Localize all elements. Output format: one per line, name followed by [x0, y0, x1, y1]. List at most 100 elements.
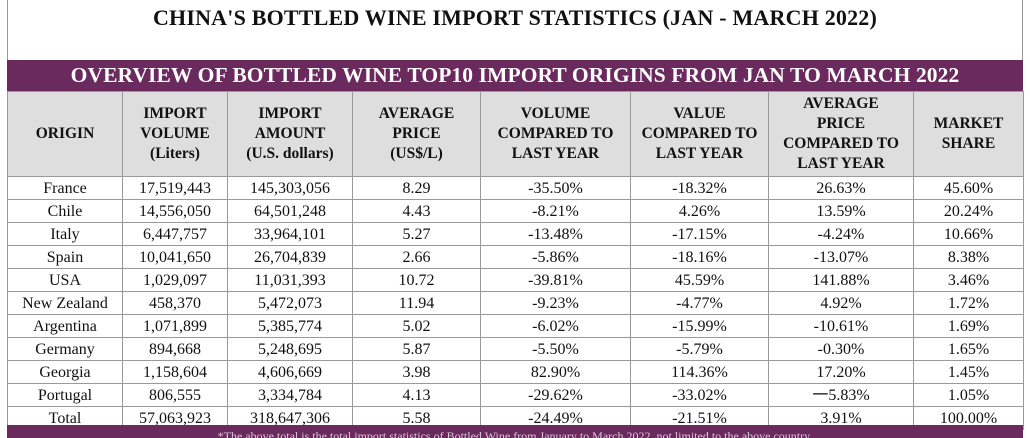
cell-import-amount: 11,031,393 [227, 268, 353, 292]
table-row: Germany 894,668 5,248,695 5.87 -5.50% -5… [7, 337, 1024, 361]
column-header-origin: ORIGIN [7, 91, 123, 177]
cell-import-volume: 894,668 [122, 337, 228, 361]
cell-average-price: 8.29 [352, 176, 481, 200]
table-row: USA 1,029,097 11,031,393 10.72 -39.81% 4… [7, 268, 1024, 292]
cell-value-change: 4.26% [630, 199, 769, 223]
cell-volume-change: -29.62% [480, 383, 631, 407]
cell-average-price: 5.27 [352, 222, 481, 246]
column-header-import-volume: IMPORT VOLUME (Liters) [122, 91, 228, 177]
cell-origin: Portugal [7, 383, 123, 407]
column-header-price-change: AVERAGE PRICE COMPARED TO LAST YEAR [768, 91, 914, 177]
cell-volume-change: -6.02% [480, 314, 631, 338]
cell-market-share: 3.46% [913, 268, 1024, 292]
cell-origin: Germany [7, 337, 123, 361]
cell-import-volume: 17,519,443 [122, 176, 228, 200]
section-banner: OVERVIEW OF BOTTLED WINE TOP10 IMPORT OR… [7, 60, 1023, 91]
cell-origin: Chile [7, 199, 123, 223]
cell-value-change: -5.79% [630, 337, 769, 361]
cell-import-volume: 1,029,097 [122, 268, 228, 292]
cell-origin: New Zealand [7, 291, 123, 315]
cell-import-amount: 26,704,839 [227, 245, 353, 269]
cell-average-price: 10.72 [352, 268, 481, 292]
column-header-volume-change: VOLUME COMPARED TO LAST YEAR [480, 91, 631, 177]
cell-price-change: 17.20% [768, 360, 914, 384]
cell-import-volume: 458,370 [122, 291, 228, 315]
cell-import-amount: 64,501,248 [227, 199, 353, 223]
cell-import-amount: 4,606,669 [227, 360, 353, 384]
cell-value-change: -4.77% [630, 291, 769, 315]
cell-import-volume: 14,556,050 [122, 199, 228, 223]
cell-import-amount: 33,964,101 [227, 222, 353, 246]
cell-price-change: 141.88% [768, 268, 914, 292]
cell-origin: Spain [7, 245, 123, 269]
cell-price-change: -4.24% [768, 222, 914, 246]
cell-price-change: -13.07% [768, 245, 914, 269]
cell-value-change: 45.59% [630, 268, 769, 292]
cell-origin: Georgia [7, 360, 123, 384]
cell-volume-change: -13.48% [480, 222, 631, 246]
cell-market-share: 45.60% [913, 176, 1024, 200]
cell-volume-change: -35.50% [480, 176, 631, 200]
cell-value-change: -33.02% [630, 383, 769, 407]
cell-origin: France [7, 176, 123, 200]
cell-price-change: 一5.83% [768, 383, 914, 407]
column-header-average-price: AVERAGE PRICE (US$/L) [352, 91, 481, 177]
cell-market-share: 10.66% [913, 222, 1024, 246]
cell-import-amount: 5,472,073 [227, 291, 353, 315]
table-row: Italy 6,447,757 33,964,101 5.27 -13.48% … [7, 222, 1024, 246]
cell-value-change: -18.32% [630, 176, 769, 200]
cell-origin: Argentina [7, 314, 123, 338]
table-row: Georgia 1,158,604 4,606,669 3.98 82.90% … [7, 360, 1024, 384]
cell-market-share: 1.72% [913, 291, 1024, 315]
cell-average-price: 5.02 [352, 314, 481, 338]
cell-market-share: 20.24% [913, 199, 1024, 223]
cell-market-share: 1.45% [913, 360, 1024, 384]
cell-origin: Italy [7, 222, 123, 246]
table-row: Argentina 1,071,899 5,385,774 5.02 -6.02… [7, 314, 1024, 338]
cell-value-change: 114.36% [630, 360, 769, 384]
table-row: Chile 14,556,050 64,501,248 4.43 -8.21% … [7, 199, 1024, 223]
cell-value-change: -17.15% [630, 222, 769, 246]
cell-import-amount: 145,303,056 [227, 176, 353, 200]
cell-price-change: -0.30% [768, 337, 914, 361]
cell-average-price: 4.43 [352, 199, 481, 223]
cell-market-share: 8.38% [913, 245, 1024, 269]
column-header-import-amount: IMPORT AMOUNT (U.S. dollars) [227, 91, 353, 177]
cell-import-amount: 5,248,695 [227, 337, 353, 361]
cell-value-change: -15.99% [630, 314, 769, 338]
footnote: *The above total is the total import sta… [7, 425, 1023, 438]
page-title: CHINA'S BOTTLED WINE IMPORT STATISTICS (… [152, 5, 878, 30]
cell-average-price: 11.94 [352, 291, 481, 315]
cell-import-volume: 806,555 [122, 383, 228, 407]
cell-import-amount: 3,334,784 [227, 383, 353, 407]
cell-price-change: 13.59% [768, 199, 914, 223]
import-statistics-table: ORIGIN IMPORT VOLUME (Liters) IMPORT AMOUNT… [7, 91, 1024, 430]
cell-price-change: -10.61% [768, 314, 914, 338]
cell-market-share: 1.05% [913, 383, 1024, 407]
cell-volume-change: -5.86% [480, 245, 631, 269]
cell-import-volume: 1,158,604 [122, 360, 228, 384]
table-row: New Zealand 458,370 5,472,073 11.94 -9.2… [7, 291, 1024, 315]
right-border-line [1022, 0, 1023, 60]
table-row: France 17,519,443 145,303,056 8.29 -35.5… [7, 176, 1024, 200]
cell-market-share: 1.69% [913, 314, 1024, 338]
cell-volume-change: -39.81% [480, 268, 631, 292]
column-header-market-share: MARKET SHARE [913, 91, 1024, 177]
cell-price-change: 26.63% [768, 176, 914, 200]
cell-import-volume: 6,447,757 [122, 222, 228, 246]
cell-import-volume: 10,041,650 [122, 245, 228, 269]
cell-volume-change: -9.23% [480, 291, 631, 315]
table-row: Portugal 806,555 3,334,784 4.13 -29.62% … [7, 383, 1024, 407]
cell-import-amount: 5,385,774 [227, 314, 353, 338]
cell-average-price: 2.66 [352, 245, 481, 269]
cell-price-change: 4.92% [768, 291, 914, 315]
cell-average-price: 5.87 [352, 337, 481, 361]
cell-value-change: -18.16% [630, 245, 769, 269]
cell-volume-change: -5.50% [480, 337, 631, 361]
column-header-value-change: VALUE COMPARED TO LAST YEAR [630, 91, 769, 177]
cell-volume-change: 82.90% [480, 360, 631, 384]
cell-import-volume: 1,071,899 [122, 314, 228, 338]
left-border-line [7, 0, 8, 60]
cell-average-price: 3.98 [352, 360, 481, 384]
table-header-row: ORIGIN IMPORT VOLUME (Liters) IMPORT AMOUNT… [7, 91, 1024, 177]
